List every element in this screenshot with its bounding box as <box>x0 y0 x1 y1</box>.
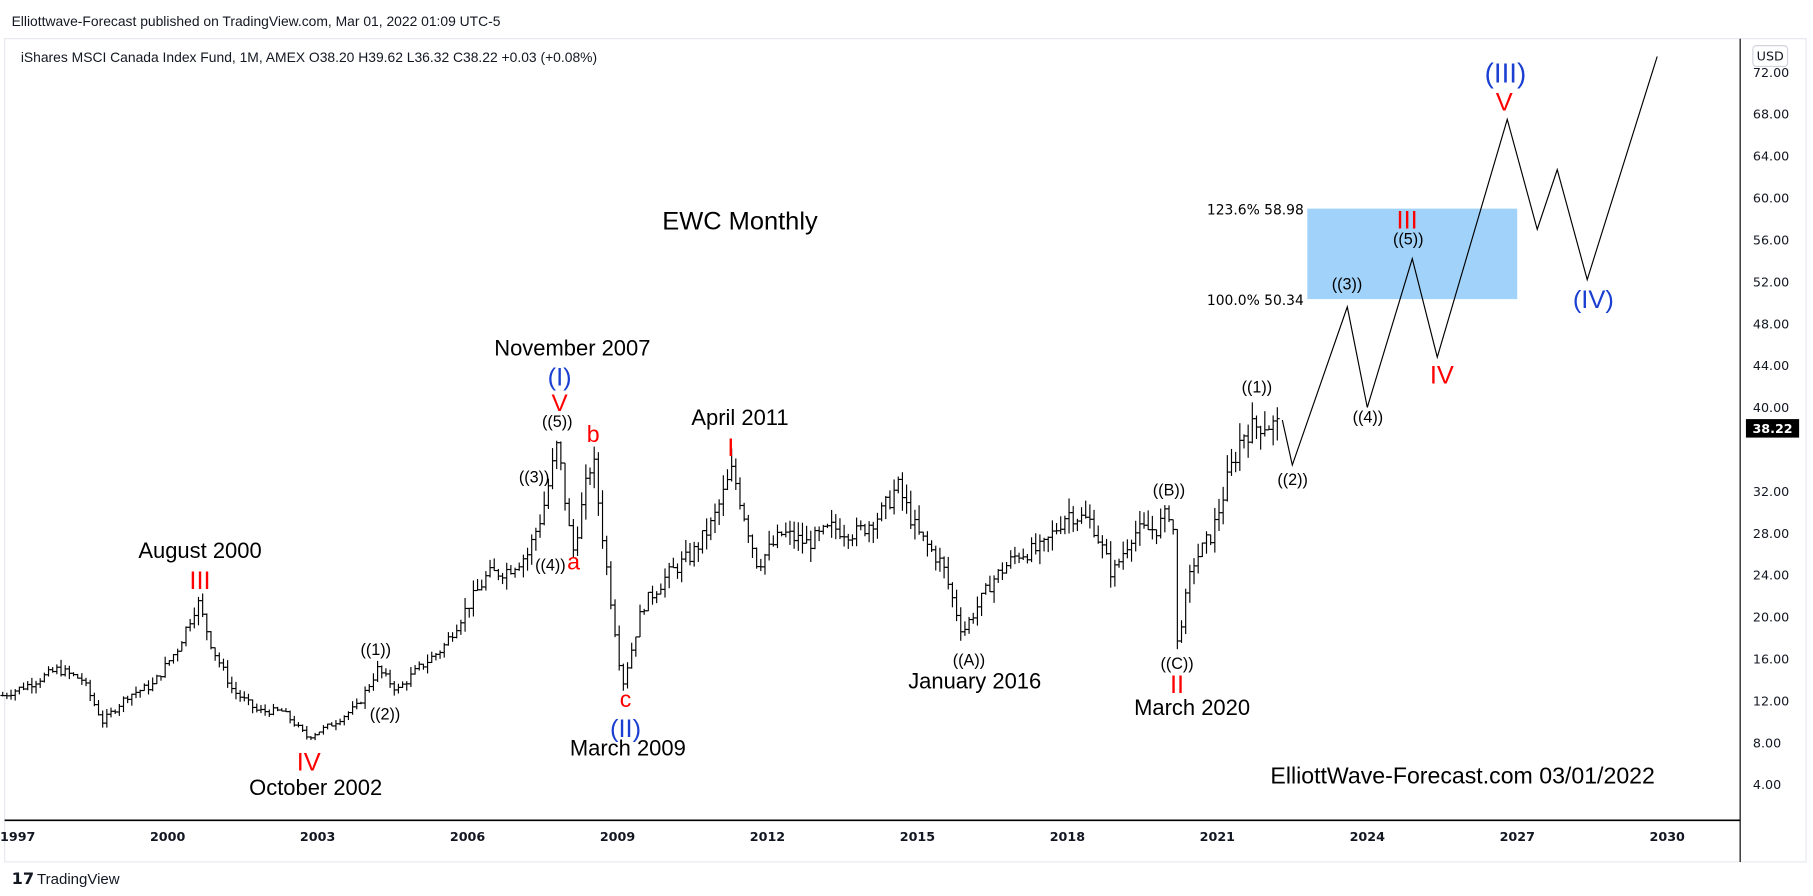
last-price-tag: 38.22 <box>1745 419 1800 438</box>
fib-extension-box[interactable]: 123.6% 58.98 100.0% 50.34 <box>1207 202 1518 309</box>
wave-label: August 2000 <box>138 538 261 563</box>
price-tick: 24.00 <box>1753 568 1789 583</box>
symbol-legend: iShares MSCI Canada Index Fund, 1M, AMEX… <box>21 49 597 65</box>
time-tick: 2003 <box>300 829 335 844</box>
price-tick: 64.00 <box>1753 149 1789 164</box>
fib-zone[interactable] <box>1307 208 1518 300</box>
currency-label: USD <box>1757 49 1784 64</box>
wave-label: ((4)) <box>535 557 566 575</box>
wave-label: (IV) <box>1573 286 1614 314</box>
price-tick: 44.00 <box>1753 358 1789 373</box>
price-tick: 40.00 <box>1753 400 1789 415</box>
wave-label: ((2)) <box>1277 471 1308 489</box>
time-tick: 2000 <box>150 829 186 844</box>
projection-path[interactable] <box>1281 56 1658 468</box>
price-tick: 56.00 <box>1753 232 1789 247</box>
wave-label: ((5)) <box>1393 231 1424 249</box>
wave-label: III <box>189 567 210 595</box>
wave-label: V <box>552 390 569 417</box>
time-tick: 2027 <box>1500 829 1535 844</box>
tradingview-logo-icon: 17 <box>12 869 35 888</box>
price-tick: 68.00 <box>1753 107 1789 122</box>
price-tick: 16.00 <box>1753 651 1789 666</box>
chart-frame <box>4 38 1807 863</box>
wave-label: c <box>620 686 632 712</box>
wave-label: ((3)) <box>1332 276 1363 294</box>
wave-label: April 2011 <box>691 405 788 430</box>
published-caption: Elliottwave-Forecast published on Tradin… <box>12 13 501 29</box>
wave-label: (II) <box>610 715 641 743</box>
wave-label: ((B)) <box>1153 481 1185 499</box>
wave-label: EWC Monthly <box>662 207 818 235</box>
ohlc-bar <box>1275 407 1280 441</box>
price-tick: 20.00 <box>1753 610 1789 625</box>
wave-label: October 2002 <box>249 775 382 800</box>
tradingview-brand: TradingView <box>37 871 120 888</box>
wave-label: a <box>567 548 580 574</box>
price-tick: 60.00 <box>1753 191 1789 206</box>
price-tick: 48.00 <box>1753 316 1789 331</box>
wave-label: (III) <box>1485 58 1527 89</box>
wave-label: ((1)) <box>1242 379 1273 397</box>
time-axis[interactable]: 1997 2000 2003 2006 2009 2012 2015 2018 2021 2024… <box>0 829 1685 844</box>
wave-label: November 2007 <box>494 336 650 361</box>
wave-label: ((A)) <box>953 651 985 669</box>
wave-label: IV <box>297 749 321 777</box>
price-tick: 8.00 <box>1753 735 1781 750</box>
wave-label: ((2)) <box>370 706 401 724</box>
fib-level-label: 123.6% 58.98 <box>1207 202 1304 218</box>
wave-label: ((4)) <box>1353 409 1384 427</box>
time-tick: 2021 <box>1200 829 1235 844</box>
wave-label: V <box>1496 88 1513 116</box>
wave-label: ((C)) <box>1160 655 1193 673</box>
wave-label: March 2020 <box>1134 695 1250 720</box>
price-tick: 52.00 <box>1753 274 1789 289</box>
wave-label: IV <box>1430 361 1454 389</box>
price-bars <box>0 402 1280 741</box>
price-tick: 72.00 <box>1753 65 1789 80</box>
fib-level-label: 100.0% 50.34 <box>1207 293 1304 309</box>
time-tick: 2012 <box>750 829 785 844</box>
wave-label: ((5)) <box>542 413 573 431</box>
price-axis[interactable]: 72.00 68.00 64.00 60.00 56.00 52.00 48.00 44.00… <box>1753 65 1789 792</box>
wave-label: II <box>1170 671 1184 699</box>
wave-label: January 2016 <box>908 669 1041 694</box>
time-tick: 2015 <box>900 829 935 844</box>
time-tick: 2018 <box>1050 829 1086 844</box>
wave-label: ((1)) <box>361 641 392 659</box>
time-tick: 2030 <box>1650 829 1686 844</box>
wave-label: ((3)) <box>519 469 550 487</box>
wave-label: (I) <box>548 364 572 392</box>
wave-label: March 2009 <box>570 736 686 761</box>
price-tick: 12.00 <box>1753 693 1789 708</box>
time-tick: 2006 <box>450 829 486 844</box>
price-tick: 28.00 <box>1753 526 1789 541</box>
tradingview-logo[interactable]: 17 TradingView <box>12 869 120 888</box>
currency-badge[interactable]: USD <box>1752 45 1789 68</box>
price-tick: 4.00 <box>1753 777 1781 792</box>
wave-label: I <box>727 434 734 462</box>
last-price-value: 38.22 <box>1752 421 1792 436</box>
wave-label: b <box>587 421 600 447</box>
wave-label: III <box>1397 206 1418 234</box>
price-tick: 32.00 <box>1753 484 1789 499</box>
time-tick: 2024 <box>1350 829 1386 844</box>
time-tick: 1997 <box>0 829 35 844</box>
wave-label: ElliottWave-Forecast.com 03/01/2022 <box>1270 762 1654 788</box>
time-tick: 2009 <box>600 829 636 844</box>
